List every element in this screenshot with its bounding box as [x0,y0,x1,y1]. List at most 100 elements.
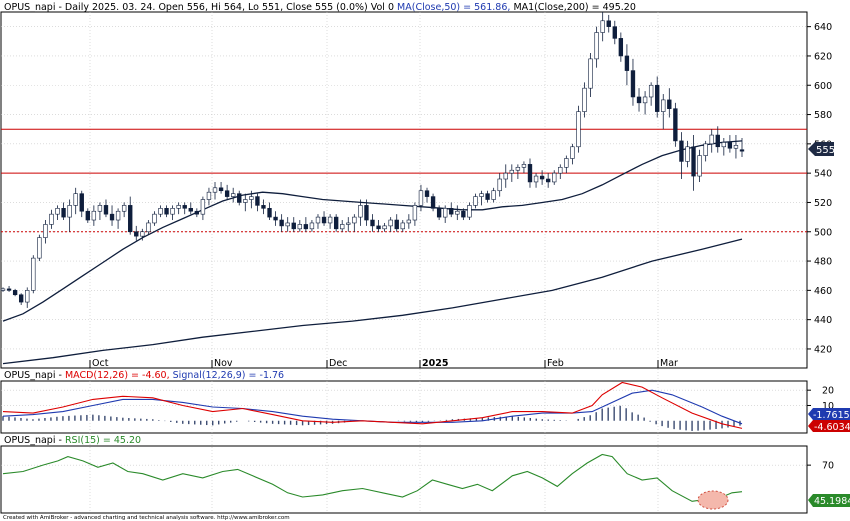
candle [243,193,248,212]
candle-body [218,187,224,192]
candle [582,82,587,118]
candle [606,14,611,33]
svg-text:45.1984: 45.1984 [814,496,850,507]
candle-body [49,213,54,225]
candle-body [128,205,133,233]
candle-body [140,231,145,237]
candle-body [539,175,545,180]
macd-signal-line [2,389,743,425]
candle-body [418,190,424,206]
candle-body [509,169,515,174]
candle [67,199,72,232]
candle-body [570,146,575,159]
candle [618,32,624,62]
candle-body [67,205,72,218]
candle [679,132,684,180]
candle [388,217,393,232]
candle-body [194,210,200,215]
candle-body [249,196,254,200]
candle [212,181,218,200]
candle-body [479,193,484,197]
macd-header: OPUS_napi - MACD(12,26) = -4.60, Signal(… [4,370,284,381]
candle [158,205,163,218]
candle [315,214,321,229]
candle [146,220,151,235]
candle-body [115,210,121,221]
month-label: 2025 [422,358,448,369]
candle-body [73,193,78,206]
candle [194,208,200,218]
candle [321,211,327,226]
candle-body [352,216,357,224]
candle [170,205,175,221]
svg-text:555: 555 [816,145,835,156]
candle-body [594,32,599,60]
month-label: Dec [329,358,347,369]
candle [200,196,206,221]
candle [648,82,654,106]
candle [25,287,30,308]
candle [340,220,345,232]
macd-signal-badge: -1.76154 [808,408,850,421]
rsi-panel-frame [0,445,808,514]
candle [115,208,121,229]
candle [691,135,696,191]
candle-body [231,193,236,197]
candle-body [467,205,472,218]
candle-body [648,84,654,98]
candle-body [273,216,278,221]
macd-tick-label: 20 [822,386,834,397]
candle-body [436,208,442,218]
candle-body [624,55,630,71]
macd-lines [2,381,743,431]
candle-body [182,205,187,209]
candle [291,217,296,232]
candle-body [600,20,605,33]
candle [552,170,557,185]
candle-body [255,196,260,206]
candle [436,205,442,221]
grid [1,12,807,513]
candle [612,20,617,45]
rsi-value-badge: 45.1984 [808,494,850,507]
candle [261,199,266,215]
candle-body [31,257,36,291]
candle-body [697,155,702,177]
candle-body [424,190,430,197]
candle-body [733,145,739,149]
candle-body [430,196,436,209]
candle [703,140,708,162]
candle [673,102,678,147]
candle-body [521,164,527,168]
candle [279,214,284,232]
candle [255,193,260,212]
candle-body [6,288,12,291]
candle [12,288,18,297]
candle-body [558,166,563,174]
candle [109,205,115,226]
candle [594,26,599,68]
candle-body [25,290,30,303]
candle-body [170,208,175,215]
candle [224,184,230,200]
candle-body [315,216,321,224]
candlesticks [0,12,745,308]
candle [140,228,145,241]
candle-body [715,134,720,148]
candle [49,209,54,229]
candle [497,173,502,197]
candle [443,205,448,223]
candle-body [443,208,448,218]
candle [103,199,109,218]
candle-body [176,205,181,209]
candle-body [473,196,478,206]
candle-body [739,149,745,152]
rsi-tick-label: 70 [822,461,834,472]
candle [600,12,605,42]
candle [485,190,490,203]
candle [727,135,733,153]
candle-body [340,224,345,230]
candle [6,285,12,292]
candle-body [606,20,611,27]
